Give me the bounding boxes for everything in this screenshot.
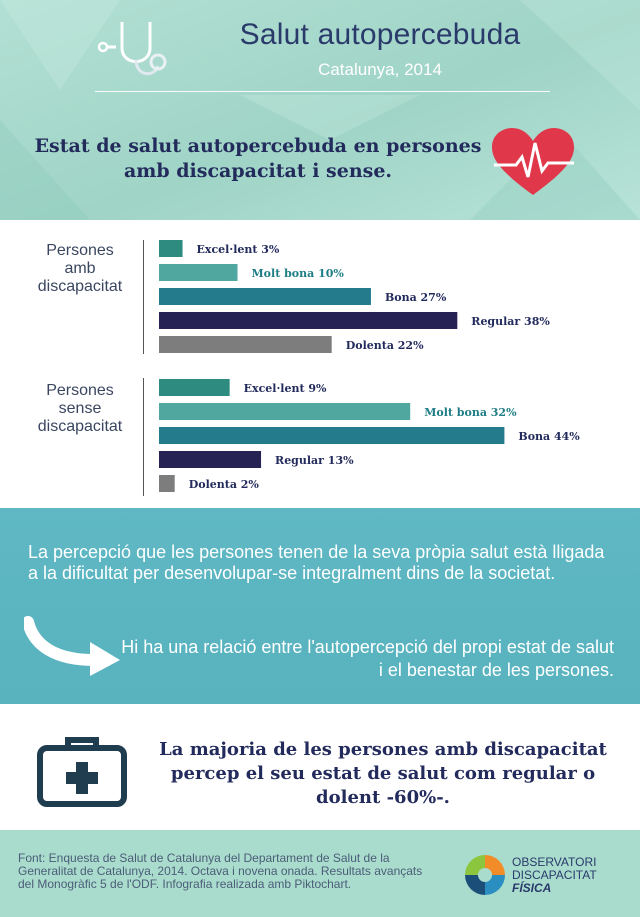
bar-label-with-4: Dolenta 22% bbox=[346, 339, 424, 352]
chart-heading: Estat de salut autopercebuda en persones… bbox=[34, 135, 482, 182]
group-bracket-with bbox=[143, 240, 144, 354]
group-label-with-line2: amb bbox=[64, 260, 96, 277]
page-title: Salut autopercebuda bbox=[239, 18, 521, 51]
bar-with-4 bbox=[159, 336, 332, 353]
group-bracket-without bbox=[143, 378, 144, 496]
group-label-without: Persones sense discapacitat bbox=[18, 382, 142, 436]
bar-with-3 bbox=[159, 312, 458, 329]
info-section: La percepció que les persones tenen de l… bbox=[0, 508, 640, 704]
conclusion-text: La majoria de les persones amb discapaci… bbox=[159, 739, 607, 808]
page-subtitle: Catalunya, 2014 bbox=[318, 60, 442, 79]
conclusion-section: La majoria de les persones amb discapaci… bbox=[0, 704, 640, 830]
bar-without-2 bbox=[159, 427, 505, 444]
logo-line1: OBSERVATORI bbox=[512, 855, 597, 869]
bar-label-without-4: Dolenta 2% bbox=[189, 478, 260, 491]
chart-section: Persones amb discapacitat Persones sense… bbox=[0, 220, 640, 508]
bar-label-without-1: Molt bona 32% bbox=[424, 406, 517, 419]
logo-line2: DISCAPACITAT bbox=[512, 868, 597, 882]
group-label-with-line3: discapacitat bbox=[37, 278, 123, 295]
bar-with-1 bbox=[159, 264, 238, 281]
bar-label-without-2: Bona 44% bbox=[518, 430, 580, 443]
group-label-without-line3: discapacitat bbox=[37, 418, 123, 435]
logo-line3: FÍSICA bbox=[512, 881, 552, 895]
bar-label-with-3: Regular 38% bbox=[471, 315, 550, 328]
observatori-logo-icon bbox=[465, 855, 505, 895]
bar-label-with-1: Molt bona 10% bbox=[252, 267, 345, 280]
bar-without-4 bbox=[159, 475, 175, 492]
group-label-with: Persones amb discapacitat bbox=[18, 242, 142, 296]
bar-without-0 bbox=[159, 379, 230, 396]
bar-label-without-0: Excel·lent 9% bbox=[244, 382, 327, 395]
group-label-without-line1: Persones bbox=[46, 382, 114, 399]
group-label-without-line2: sense bbox=[58, 400, 102, 417]
source-text: Font: Enquesta de Salut de Catalunya del… bbox=[18, 851, 423, 891]
bar-label-with-0: Excel·lent 3% bbox=[197, 243, 280, 256]
first-aid-kit-icon bbox=[37, 737, 127, 807]
relation-text: Hi ha una relació entre l'autopercepció … bbox=[121, 637, 614, 680]
heart-pulse-icon bbox=[492, 128, 574, 195]
bar-with-2 bbox=[159, 288, 371, 305]
arrow-right-icon bbox=[24, 616, 120, 676]
title-divider bbox=[95, 91, 550, 92]
bar-label-with-2: Bona 27% bbox=[385, 291, 447, 304]
logo-text: OBSERVATORI DISCAPACITAT FÍSICA bbox=[512, 856, 632, 895]
bar-chart: Excel·lent 3% Molt bona 10% Bona 27% Regula… bbox=[159, 240, 580, 492]
footer: Font: Enquesta de Salut de Catalunya del… bbox=[0, 830, 640, 917]
bar-with-0 bbox=[159, 240, 183, 257]
perception-text: La percepció que les persones tenen de l… bbox=[28, 542, 605, 583]
header: Salut autopercebuda Catalunya, 2014 Esta… bbox=[0, 0, 640, 220]
bar-without-3 bbox=[159, 451, 262, 468]
bar-without-1 bbox=[159, 403, 411, 420]
stethoscope-icon bbox=[97, 22, 167, 76]
bar-label-without-3: Regular 13% bbox=[275, 454, 354, 467]
group-label-with-line1: Persones bbox=[46, 242, 114, 259]
